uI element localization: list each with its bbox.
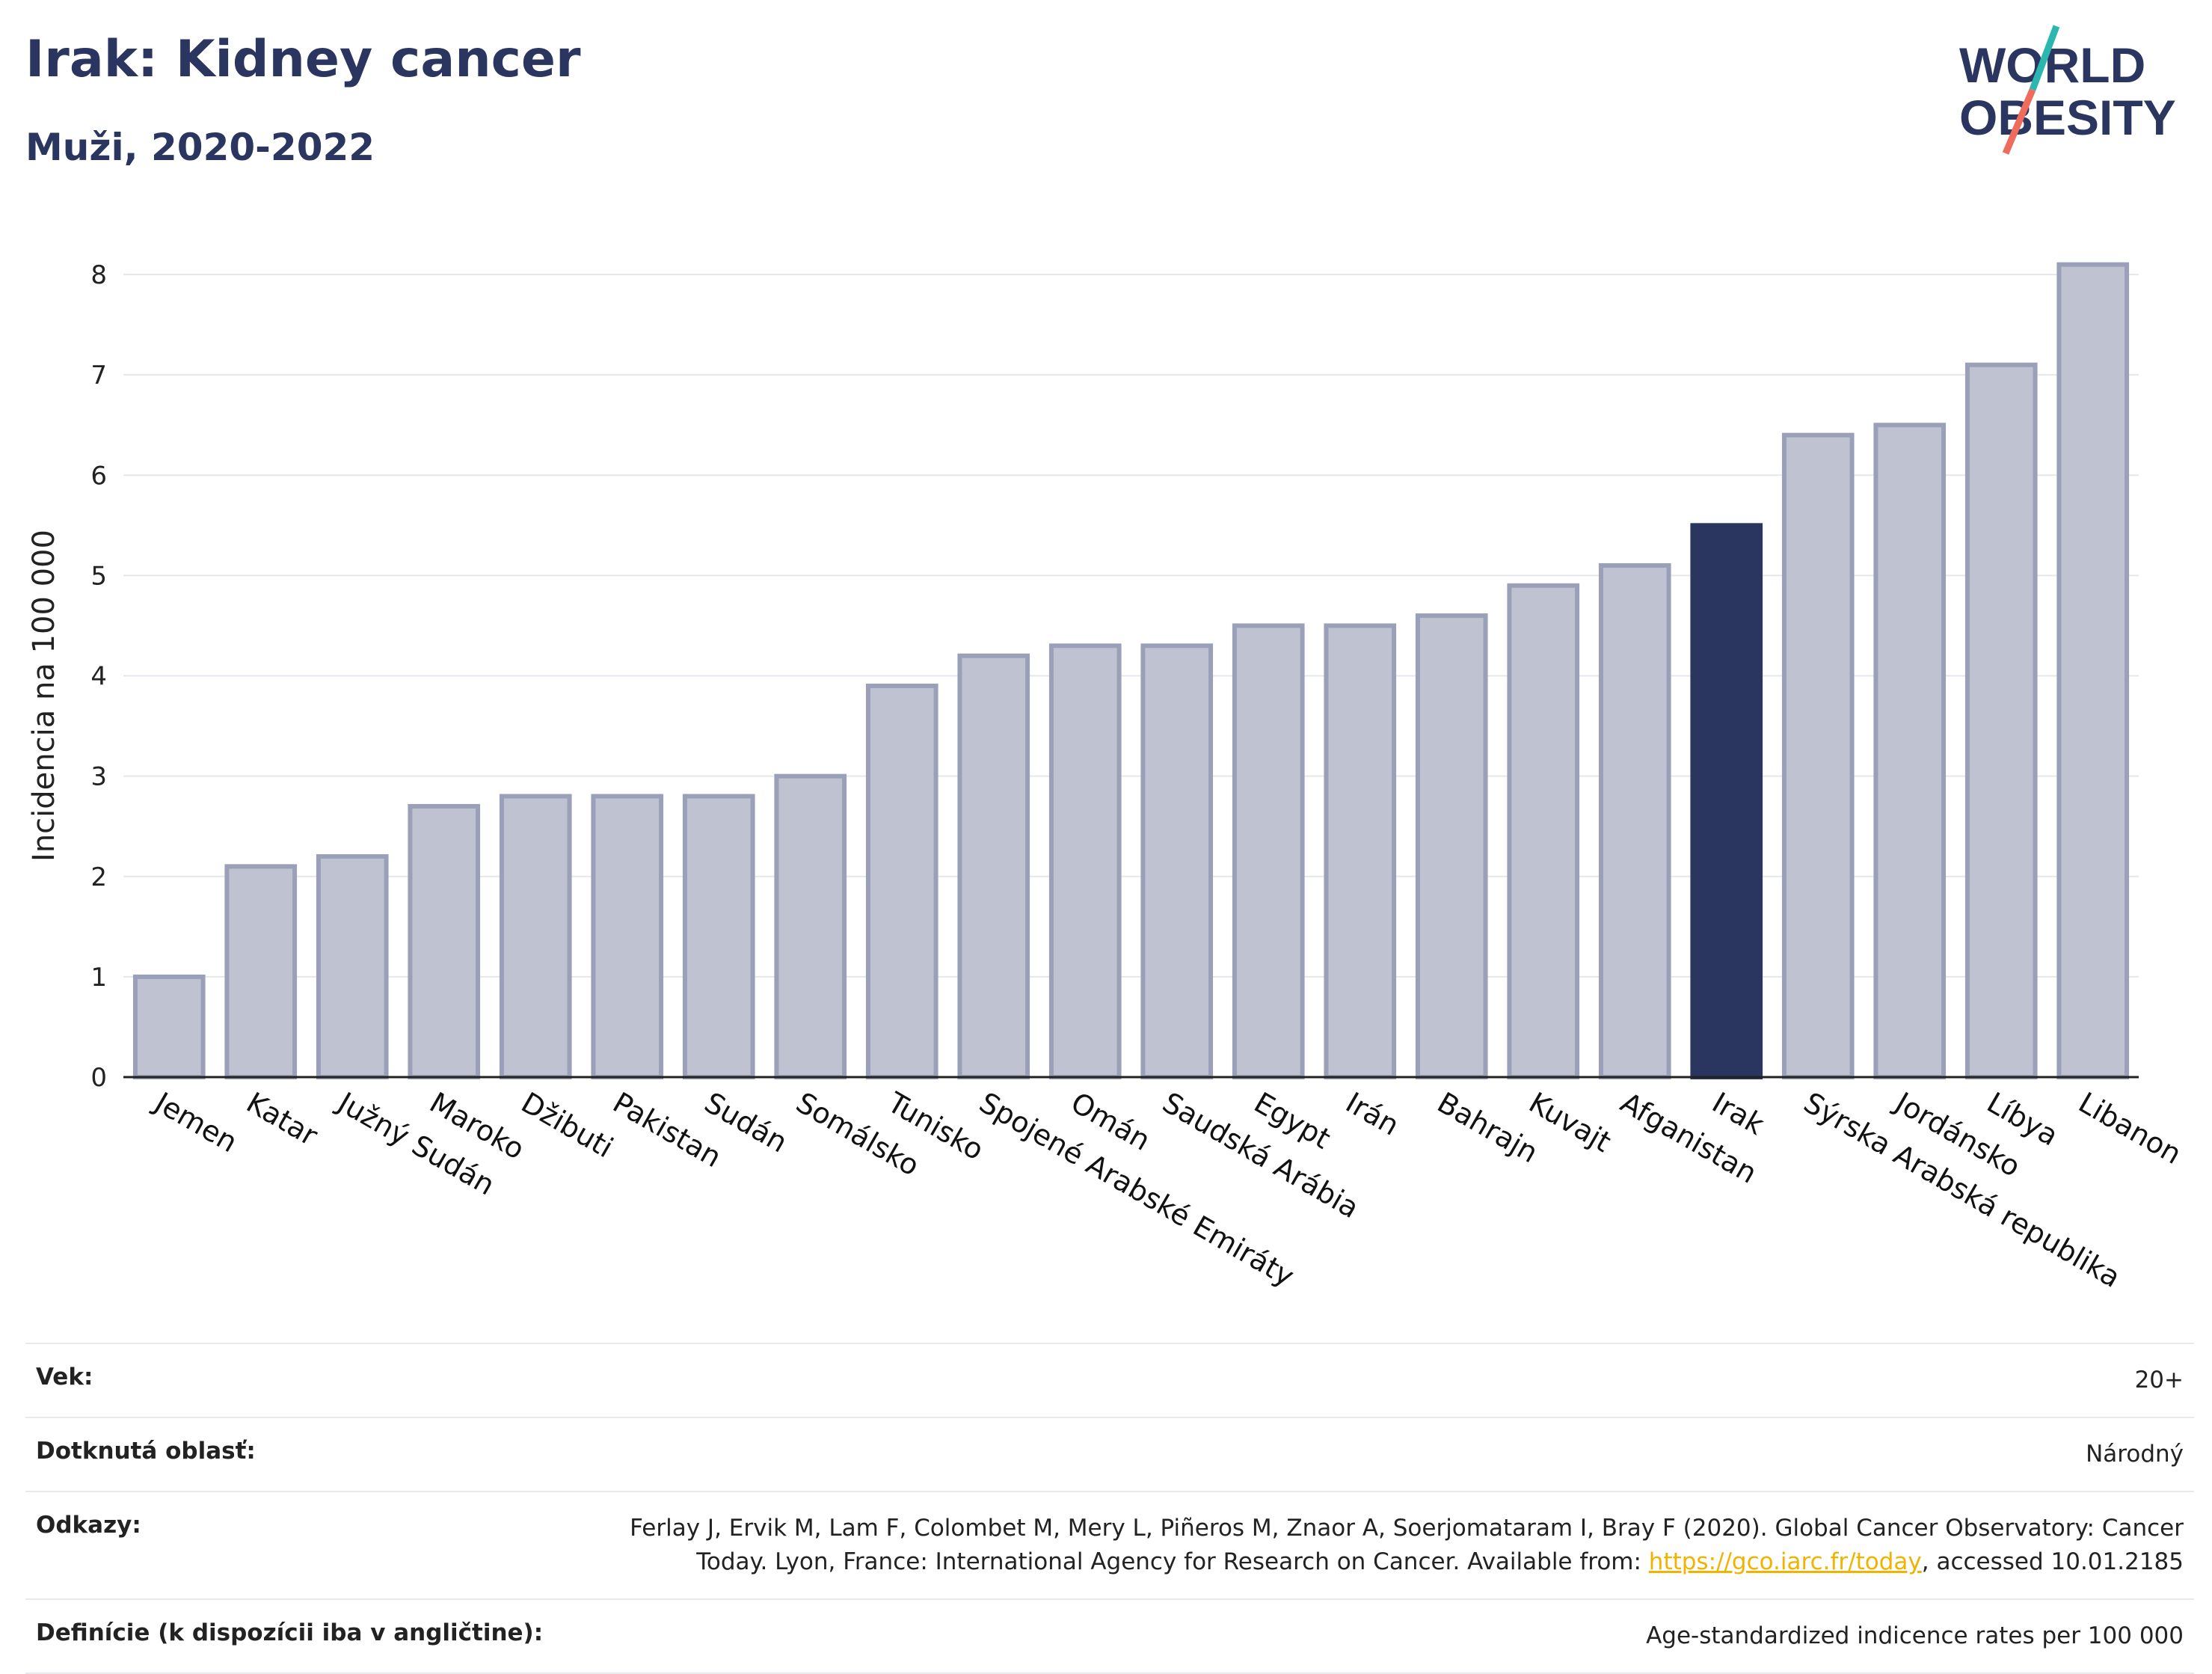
bar[interactable] [957, 653, 1030, 1079]
world-obesity-logo: WORLD OBESITY [1959, 25, 2176, 155]
bar[interactable] [1964, 362, 2038, 1079]
y-tick-labels: 0 1 2 3 4 5 6 7 8 [90, 260, 107, 1093]
x-tick-label: Irak [1706, 1086, 1769, 1141]
logo-line2: OBESITY [1959, 90, 2176, 145]
logo-line1: WORLD [1959, 37, 2145, 93]
references-label: Odkazy: [36, 1511, 141, 1539]
y-tick-label: 4 [90, 662, 107, 692]
references-line1: Ferlay J, Ervik M, Lam F, Colombet M, Me… [630, 1514, 2184, 1542]
x-tick-label: Džibuti [516, 1086, 619, 1165]
logo-slash-top [2029, 25, 2060, 91]
bar[interactable] [1781, 432, 1855, 1079]
references-value: Ferlay J, Ervik M, Lam F, Colombet M, Me… [630, 1512, 2184, 1579]
bar[interactable] [2056, 262, 2130, 1079]
bar[interactable] [316, 853, 389, 1079]
meta-row-area: Dotknutá oblasť: Národný [25, 1416, 2194, 1491]
bar[interactable] [1598, 563, 1671, 1079]
area-label: Dotknutá oblasť: [36, 1437, 256, 1465]
bar[interactable] [1873, 423, 1947, 1079]
y-tick-label: 5 [90, 561, 107, 591]
area-value: Národný [2086, 1440, 2184, 1468]
bar[interactable] [865, 683, 938, 1079]
bar[interactable] [774, 773, 847, 1080]
bar[interactable] [1048, 643, 1122, 1079]
x-tick-label: Irán [1340, 1086, 1404, 1142]
bar[interactable] [1690, 523, 1763, 1079]
y-axis-label: Incidencia na 100 000 [27, 530, 61, 862]
age-label: Vek: [36, 1364, 93, 1391]
y-tick-label: 7 [90, 361, 107, 390]
y-tick-label: 8 [90, 260, 107, 290]
meta-row-definitions: Definície (k dispozícii iba v angličtine… [25, 1598, 2194, 1674]
bar[interactable] [1415, 613, 1488, 1079]
bar[interactable] [591, 794, 664, 1079]
bar[interactable] [1140, 643, 1214, 1079]
bar[interactable] [224, 864, 298, 1079]
bar[interactable] [408, 803, 481, 1079]
page-subtitle: Muži, 2020-2022 [25, 126, 375, 169]
definitions-value: Age-standardized indicence rates per 100… [1646, 1622, 2184, 1649]
bar[interactable] [1232, 623, 1305, 1079]
page-title: Irak: Kidney cancer [25, 30, 581, 89]
x-tick-label: Jemen [148, 1085, 243, 1159]
meta-row-age: Vek: 20+ [25, 1343, 2194, 1417]
bars [132, 262, 2130, 1080]
meta-row-references: Odkazy: Ferlay J, Ervik M, Lam F, Colomb… [25, 1490, 2194, 1598]
meta-table: Vek: 20+ Dotknutá oblasť: Národný Odkazy… [25, 1343, 2194, 1674]
references-line2-pre: Today. Lyon, France: International Agenc… [696, 1548, 1649, 1575]
bar[interactable] [1507, 583, 1580, 1079]
x-tick-label: Sýrska Arabská republika [1798, 1086, 2126, 1294]
bar[interactable] [132, 974, 206, 1079]
logo-slash-bottom [2002, 88, 2036, 155]
x-tick-label: Katar [241, 1086, 323, 1153]
y-tick-label: 1 [90, 963, 107, 993]
definitions-label: Definície (k dispozícii iba v angličtine… [36, 1619, 544, 1646]
y-tick-label: 3 [90, 762, 107, 792]
x-tick-label: Libanon [2073, 1086, 2187, 1171]
y-tick-label: 6 [90, 461, 107, 491]
y-tick-label: 2 [90, 862, 107, 892]
x-tick-label: Bahrajn [1432, 1086, 1543, 1170]
references-line2-post: , accessed 10.01.2185 [1921, 1548, 2184, 1575]
bar[interactable] [1324, 623, 1397, 1079]
bar[interactable] [682, 794, 755, 1079]
y-tick-label: 0 [90, 1063, 107, 1093]
age-value: 20+ [2134, 1367, 2184, 1394]
bar[interactable] [499, 794, 572, 1079]
references-link[interactable]: https://gco.iarc.fr/today [1648, 1548, 1922, 1575]
